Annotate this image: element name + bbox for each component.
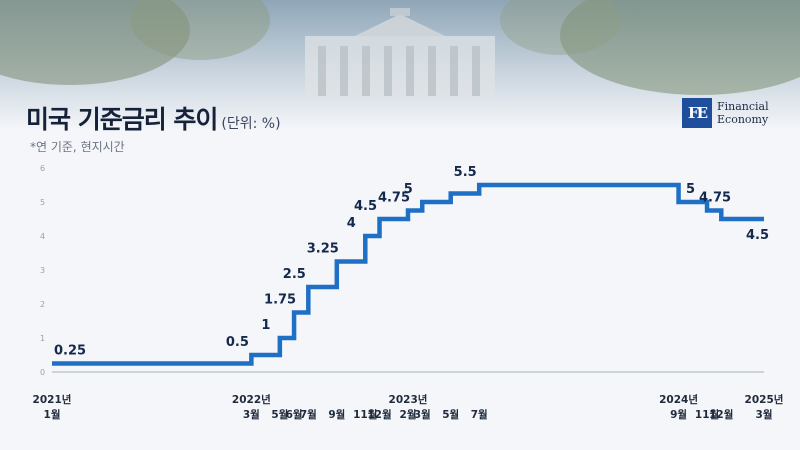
brand-logo: FE Financial Economy bbox=[682, 98, 769, 128]
rate-series bbox=[52, 182, 764, 366]
x-tick-month: 11월 bbox=[353, 408, 377, 421]
x-tick-month: 3월 bbox=[756, 408, 773, 421]
x-tick-month: 1월 bbox=[44, 408, 61, 421]
x-tick-month: 2월 bbox=[400, 408, 417, 421]
data-label: 4.75 bbox=[699, 191, 731, 206]
rate-step-line bbox=[52, 182, 764, 366]
brand-name: Financial Economy bbox=[717, 100, 769, 126]
data-label: 4.75 bbox=[378, 191, 410, 206]
y-tick-label: 0 bbox=[40, 368, 45, 377]
y-tick-label: 6 bbox=[40, 164, 45, 173]
y-axis: 0 1 2 3 4 5 6 bbox=[40, 164, 45, 377]
x-tick-month: 6월 bbox=[286, 408, 303, 421]
y-tick-label: 1 bbox=[40, 334, 45, 343]
x-tick-month: 7월 bbox=[471, 408, 488, 421]
title-text: 미국 기준금리 추이 bbox=[26, 105, 218, 134]
y-tick-label: 3 bbox=[40, 266, 45, 275]
x-tick-month: 5월 bbox=[442, 408, 459, 421]
data-label: 5 bbox=[686, 182, 695, 197]
x-tick-year: 2023년 bbox=[389, 393, 428, 406]
data-label: 5.5 bbox=[454, 165, 477, 180]
background-photo bbox=[0, 0, 800, 130]
data-label: 4.5 bbox=[354, 199, 377, 214]
y-tick-label: 2 bbox=[40, 300, 45, 309]
x-tick-year: 2022년 bbox=[232, 393, 271, 406]
data-label: 1 bbox=[261, 318, 270, 333]
x-tick-month: 9월 bbox=[328, 408, 345, 421]
x-tick-month: 3월 bbox=[243, 408, 260, 421]
data-label: 5 bbox=[404, 182, 413, 197]
footnote: *연 기준, 현지시간 bbox=[30, 140, 125, 154]
data-label: 4 bbox=[347, 216, 356, 231]
unit-label: (단위: %) bbox=[221, 116, 281, 132]
y-tick-label: 5 bbox=[40, 198, 45, 207]
data-label: 0.25 bbox=[54, 344, 86, 359]
x-tick-month: 12월 bbox=[709, 408, 733, 421]
x-tick-year: 2024년 bbox=[659, 393, 698, 406]
x-tick-month: 12월 bbox=[367, 408, 391, 421]
y-tick-label: 4 bbox=[40, 232, 45, 241]
brand-name-line2: Economy bbox=[717, 113, 769, 126]
data-label: 1.75 bbox=[264, 293, 296, 308]
x-tick-year: 2025년 bbox=[745, 393, 784, 406]
data-label: 0.5 bbox=[226, 335, 249, 350]
fe-logo-icon: FE bbox=[682, 98, 712, 128]
x-tick-year: 2021년 bbox=[33, 393, 72, 406]
data-label: 3.25 bbox=[307, 242, 339, 257]
x-tick-month: 7월 bbox=[300, 408, 317, 421]
brand-name-line1: Financial bbox=[717, 100, 769, 113]
page-title: 미국 기준금리 추이 (단위: %) bbox=[26, 100, 281, 136]
data-label: 4.5 bbox=[746, 228, 769, 243]
data-label: 2.5 bbox=[283, 267, 306, 282]
x-tick-month: 11월 bbox=[695, 408, 719, 421]
x-tick-month: 9월 bbox=[670, 408, 687, 421]
x-tick-month: 5월 bbox=[271, 408, 288, 421]
x-tick-month: 3월 bbox=[414, 408, 431, 421]
